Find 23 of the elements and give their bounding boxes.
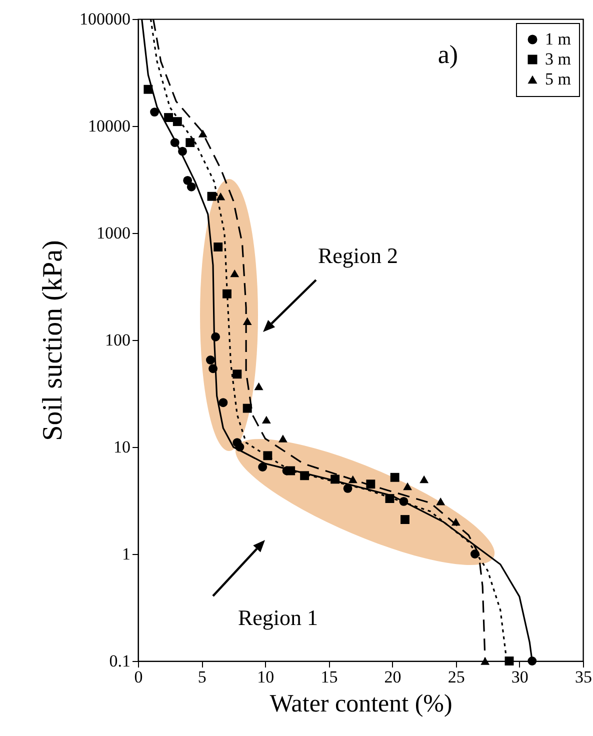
x-axis-title: Water content (%) (270, 690, 452, 718)
y-tick-label: 0.1 (109, 652, 130, 670)
x-tick-label: 0 (134, 668, 143, 686)
y-tick-label: 100 (105, 330, 130, 350)
legend-label: 1 m (545, 30, 571, 48)
annotation: Region 2 (318, 243, 398, 268)
y-tick-label: 1000 (96, 224, 130, 242)
x-tick-label: 30 (511, 668, 528, 686)
x-tick-label: 15 (320, 668, 338, 686)
x-tick-label: 20 (384, 668, 402, 686)
y-tick-label: 1 (122, 544, 130, 564)
x-tick-label: 10 (257, 668, 274, 686)
annotation: Region 1 (238, 605, 318, 630)
y-tick-label: 10 (114, 438, 130, 456)
x-tick-label: 5 (198, 668, 206, 686)
y-axis-title: Soil suction (kPa) (38, 240, 68, 441)
x-tick-label: 35 (575, 668, 592, 686)
y-tick-label: 100000 (80, 10, 130, 28)
annotation: a) (438, 40, 458, 69)
x-tick-label: 25 (448, 668, 465, 686)
y-tick-label: 10000 (88, 116, 130, 136)
legend-label: 5 m (545, 70, 571, 88)
legend-label: 3 m (545, 50, 571, 68)
